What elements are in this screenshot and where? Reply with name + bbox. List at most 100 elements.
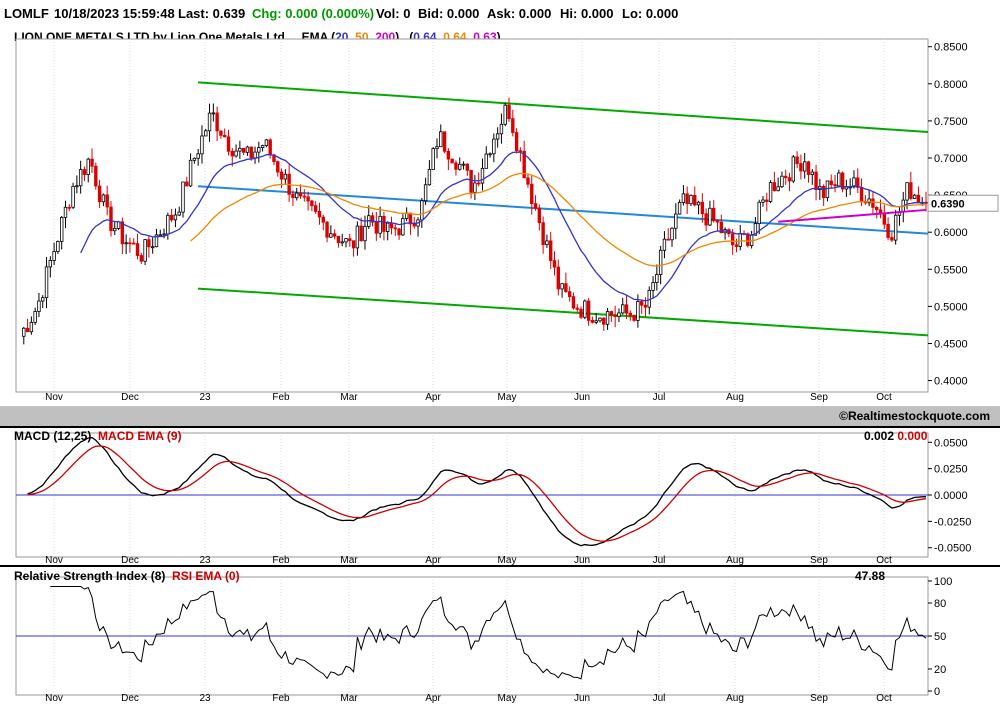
candle-body [302,195,307,198]
symbol: LOMLF [4,6,49,21]
candle-body [150,246,155,249]
candle-body [22,327,26,337]
candle-body [685,193,689,205]
datetime: 10/18/2023 15:59:48 [54,6,175,21]
candle-body [867,198,871,204]
candle-body [207,112,212,132]
x-tick-label: Sep [810,392,828,403]
candle-body [757,201,761,225]
candle-body [461,163,466,166]
candle-body [469,169,473,193]
x-tick-label: Feb [272,555,290,566]
candle-body [158,234,162,237]
candle-body [859,186,864,202]
candle-body [188,159,193,187]
candle-body [734,244,739,247]
y-tick-label: 0.4500 [934,338,968,350]
candle-body [530,183,534,205]
candle-body [75,185,79,188]
last-price-tag: 0.6390 [931,198,965,210]
candle-body [662,238,667,251]
channel-lower-line [197,287,929,337]
candle-body [25,327,30,333]
low: Lo: 0.000 [622,6,679,21]
candle-body [514,132,519,152]
candle-body [636,301,640,321]
y-tick-label: 0.8000 [934,79,968,91]
candle-body [761,199,765,203]
candle-body [162,233,166,236]
y-tick-label: 0.5000 [934,301,968,313]
candle-body [575,307,579,310]
candle-body [473,182,477,193]
candle-body [370,215,375,223]
candle-body [632,314,636,321]
candle-body [658,249,663,275]
candle-body [833,184,837,187]
candle-body [488,153,492,156]
candle-body [829,180,833,185]
candle-body [253,151,257,159]
x-tick-label: Mar [340,693,358,704]
candle-body [101,194,106,203]
candle-body [890,237,894,241]
candle-body [82,169,87,175]
candle-body [651,282,655,291]
candle-body [154,234,159,248]
candle-body [348,238,352,242]
macd-signal-line [27,445,927,542]
candle-body [541,222,545,246]
candle-body [94,165,98,187]
candle-body [230,150,234,157]
macd-line [27,436,927,547]
candle-body [245,146,250,153]
x-tick-label: Jul [653,693,666,704]
y-tick-label: 0.0500 [934,437,968,449]
rsi-value: 47.88 [855,569,886,583]
candle-body [893,214,898,241]
candle-body [52,251,56,261]
candle-body [336,235,341,244]
y-tick-label: -0.0500 [934,543,971,555]
candle-body [916,194,921,204]
candle-body [715,220,720,223]
x-tick-label: Apr [425,392,441,403]
y-tick-label: -0.0250 [934,516,971,528]
candle-body [681,193,686,203]
candle-body [624,304,629,314]
candle-body [586,300,591,321]
candle-body [310,200,314,207]
candle-body [772,182,777,192]
candle-body [279,171,284,180]
x-tick-label: Apr [425,693,441,704]
candle-body [192,157,197,161]
candle-body [196,153,200,159]
candle-body [712,207,716,222]
x-tick-label: Nov [45,555,63,566]
change: Chg: 0.000 (0.000%) [252,6,375,21]
macd-value: 0.002 [864,429,895,443]
candle-body [556,266,560,290]
candle-body [105,194,109,208]
candle-body [389,222,394,229]
x-tick-label: Nov [45,693,63,704]
candle-body [276,161,280,173]
candle-body [33,311,37,323]
candle-body [704,213,708,226]
candle-body [768,182,773,202]
candle-body [37,300,41,312]
candle-body [215,112,219,132]
candle-body [386,222,390,232]
candle-body [397,228,401,236]
x-tick-label: Jun [574,392,590,403]
price-panel-frame [15,38,929,393]
candle-body [799,163,803,172]
candle-body [363,226,367,242]
candle-body [746,233,750,246]
candle-body [579,308,583,318]
x-tick-label: Sep [810,693,828,704]
candle-body [730,233,735,246]
candle-body [560,283,564,290]
x-tick-label: Sep [810,555,828,566]
y-tick-label: 0.0250 [934,464,968,476]
